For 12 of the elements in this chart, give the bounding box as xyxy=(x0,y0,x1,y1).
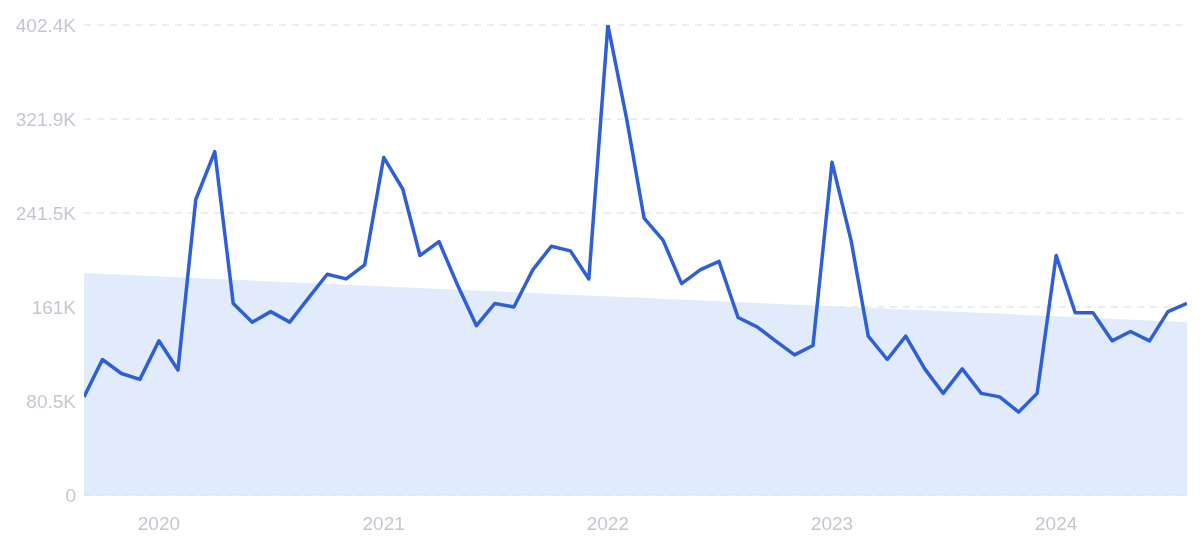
y-tick-label: 0 xyxy=(65,484,76,506)
y-tick-label: 402.4K xyxy=(15,14,77,36)
x-tick-label: 2024 xyxy=(1035,513,1078,535)
line-series xyxy=(84,25,1187,414)
x-tick-label: 2020 xyxy=(137,513,181,535)
x-tick-label: 2021 xyxy=(362,513,405,535)
y-tick-label: 161K xyxy=(31,296,77,318)
x-tick-label: 2023 xyxy=(810,513,854,535)
x-tick-label: 2022 xyxy=(586,513,629,535)
y-tick-label: 80.5K xyxy=(26,390,77,412)
y-tick-label: 321.9K xyxy=(15,108,77,130)
y-tick-label: 241.5K xyxy=(15,202,77,224)
